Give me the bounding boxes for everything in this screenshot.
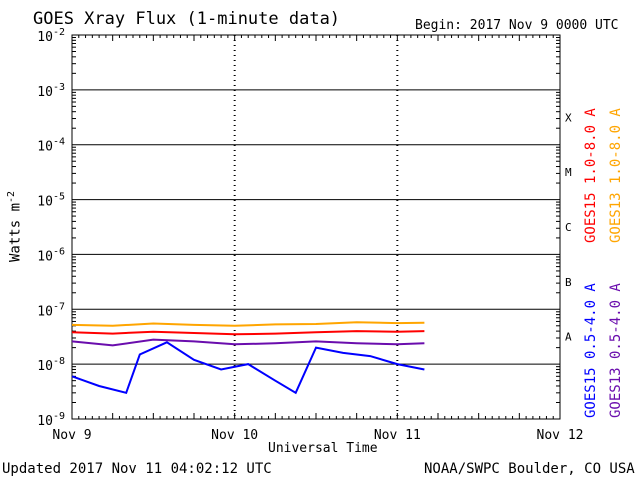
series-line: [71, 330, 425, 336]
series-line: [71, 321, 425, 327]
y-tick-label: 10-4: [37, 137, 65, 155]
y-tick-label: 10-9: [37, 411, 65, 429]
flare-class-label: X: [565, 111, 572, 124]
y-axis-label: Watts m-2: [6, 190, 24, 262]
begin-label: Begin: 2017 Nov 9 0000 UTC: [415, 18, 619, 33]
y-tick-label: 10-5: [37, 192, 65, 210]
x-tick-label: Nov 11: [374, 428, 421, 443]
y-tick-label: 10-3: [37, 82, 65, 100]
series-line: [71, 338, 425, 347]
legend-goes13-long: GOES13 1.0-8.0 A: [608, 108, 624, 243]
flare-class-label: B: [565, 276, 572, 289]
y-tick-label: 10-7: [37, 301, 65, 319]
flare-class-label: C: [565, 221, 572, 234]
legend-goes15-short: GOES15 0.5-4.0 A: [583, 283, 599, 418]
updated-text: Updated 2017 Nov 11 04:02:12 UTC: [2, 461, 272, 477]
series-line: [71, 341, 425, 395]
flare-class-label: A: [565, 331, 572, 344]
source-text: NOAA/SWPC Boulder, CO USA: [424, 461, 635, 477]
flare-class-label: M: [565, 166, 572, 179]
x-tick-label: Nov 10: [211, 428, 258, 443]
legend-goes13-short: GOES13 0.5-4.0 A: [608, 283, 624, 418]
y-tick-label: 10-2: [37, 27, 65, 45]
y-tick-label: 10-6: [37, 246, 65, 264]
x-axis-label: Universal Time: [268, 441, 378, 456]
x-tick-label: Nov 12: [537, 428, 584, 443]
chart-title: GOES Xray Flux (1-minute data): [33, 9, 341, 29]
plot-frame: [71, 34, 561, 420]
x-tick-label: Nov 9: [52, 428, 91, 443]
y-tick-label: 10-8: [37, 356, 65, 374]
legend-goes15-long: GOES15 1.0-8.0 A: [583, 108, 599, 243]
